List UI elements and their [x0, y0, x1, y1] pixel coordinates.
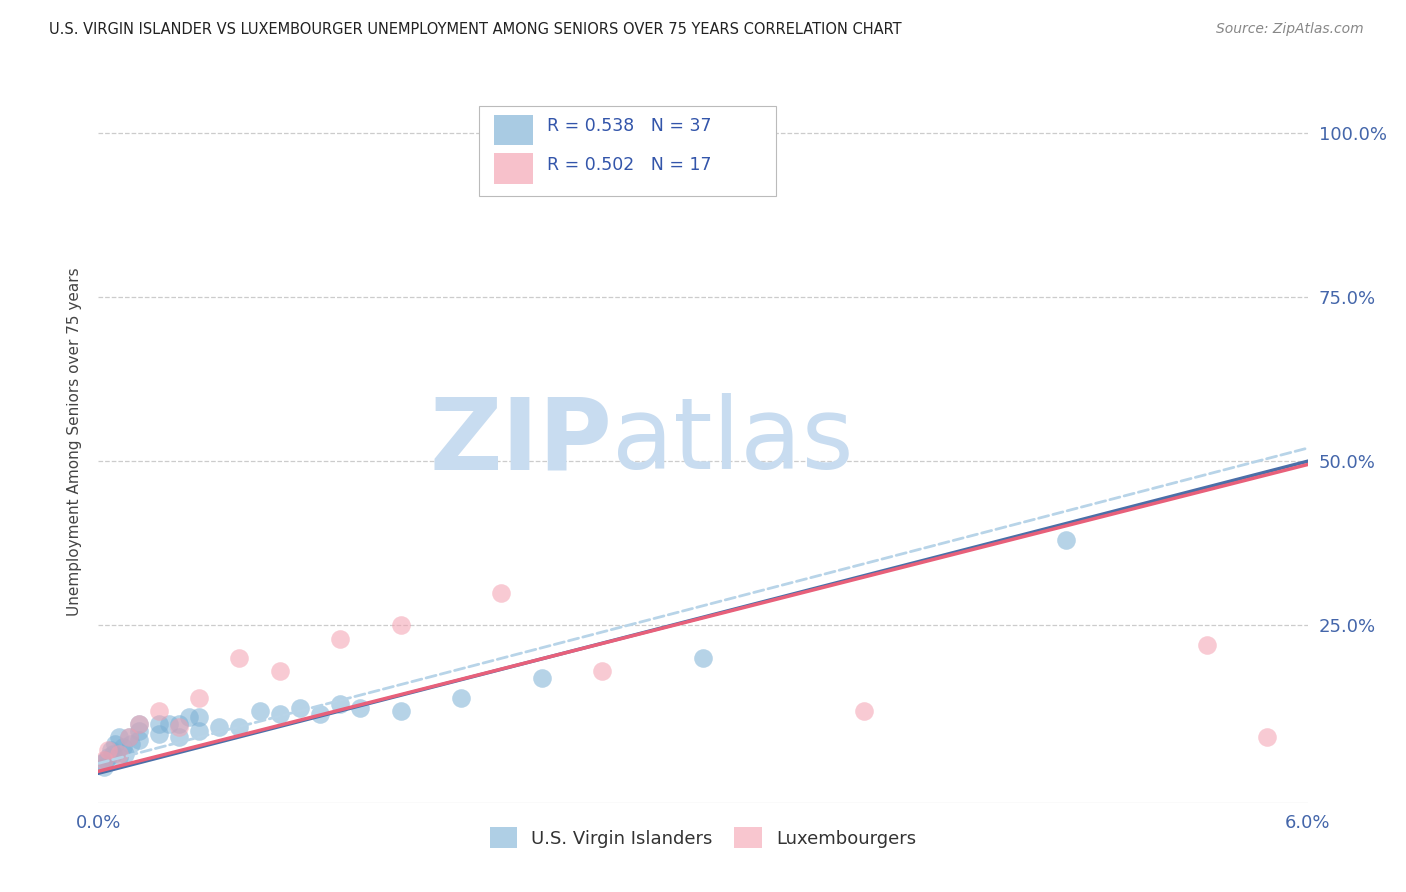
Point	[309, 707, 332, 722]
Point	[249, 704, 271, 718]
Text: ZIP: ZIP	[429, 393, 613, 490]
Point	[329, 698, 352, 712]
Point	[692, 651, 714, 665]
Bar	[494, 153, 533, 184]
Point	[167, 717, 190, 731]
Point	[120, 737, 142, 751]
Point	[114, 747, 136, 761]
Point	[128, 717, 150, 731]
Point	[148, 717, 170, 731]
Point	[101, 747, 124, 761]
Bar	[479, 105, 776, 196]
Point	[269, 665, 291, 679]
Point	[450, 690, 472, 705]
Point	[188, 710, 211, 724]
Point	[228, 720, 250, 734]
Point	[349, 700, 371, 714]
Point	[148, 704, 170, 718]
Point	[591, 665, 613, 679]
Point	[118, 730, 141, 744]
Legend: U.S. Virgin Islanders, Luxembourgers: U.S. Virgin Islanders, Luxembourgers	[482, 820, 924, 855]
Point	[288, 700, 311, 714]
Point	[188, 723, 211, 738]
Point	[91, 756, 114, 771]
Point	[491, 585, 513, 599]
Point	[208, 720, 231, 734]
Point	[118, 730, 141, 744]
Text: atlas: atlas	[613, 393, 853, 490]
Point	[1195, 638, 1218, 652]
Point	[107, 730, 129, 744]
Point	[1054, 533, 1077, 547]
Point	[100, 743, 122, 757]
Point	[96, 753, 118, 767]
Point	[93, 753, 115, 767]
Point	[269, 707, 291, 722]
Point	[157, 717, 180, 731]
Point	[1256, 730, 1278, 744]
Point	[93, 760, 115, 774]
Text: U.S. VIRGIN ISLANDER VS LUXEMBOURGER UNEMPLOYMENT AMONG SENIORS OVER 75 YEARS CO: U.S. VIRGIN ISLANDER VS LUXEMBOURGER UNE…	[49, 22, 901, 37]
Point	[128, 723, 150, 738]
Point	[179, 710, 201, 724]
Point	[389, 704, 412, 718]
Point	[97, 743, 120, 757]
Point	[329, 632, 352, 646]
Point	[167, 720, 190, 734]
Point	[167, 730, 190, 744]
Point	[128, 717, 150, 731]
Point	[97, 749, 120, 764]
Point	[853, 704, 876, 718]
Point	[148, 727, 170, 741]
Text: R = 0.502   N = 17: R = 0.502 N = 17	[547, 156, 711, 174]
Bar	[494, 115, 533, 145]
Point	[389, 618, 412, 632]
Point	[530, 671, 553, 685]
Point	[103, 737, 125, 751]
Point	[107, 747, 129, 761]
Point	[228, 651, 250, 665]
Point	[188, 690, 211, 705]
Point	[111, 739, 134, 754]
Point	[128, 733, 150, 747]
Text: Source: ZipAtlas.com: Source: ZipAtlas.com	[1216, 22, 1364, 37]
Point	[107, 749, 129, 764]
Text: R = 0.538   N = 37: R = 0.538 N = 37	[547, 117, 711, 135]
Y-axis label: Unemployment Among Seniors over 75 years: Unemployment Among Seniors over 75 years	[67, 268, 83, 615]
